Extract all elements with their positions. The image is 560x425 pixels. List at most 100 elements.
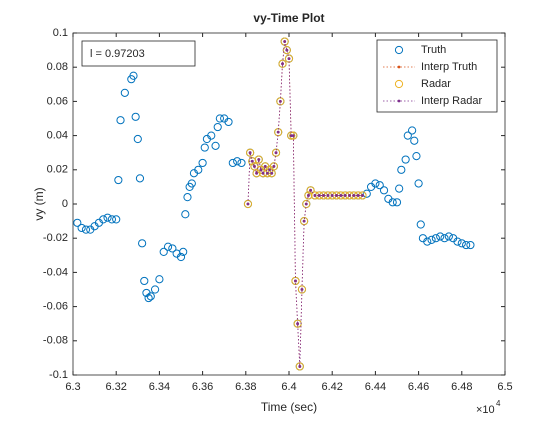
x-axis-label: Time (sec) bbox=[261, 400, 317, 414]
data-point bbox=[246, 148, 255, 157]
data-point bbox=[261, 171, 265, 175]
data-point bbox=[291, 134, 295, 138]
data-point bbox=[131, 112, 140, 121]
y-tick-label: -0.06 bbox=[43, 301, 68, 313]
data-point bbox=[211, 141, 220, 150]
legend-label: Interp Truth bbox=[421, 61, 477, 73]
y-tick-label: -0.08 bbox=[43, 335, 68, 347]
data-point bbox=[361, 194, 364, 197]
y-axis-label: vy (m) bbox=[32, 187, 46, 220]
x-multiplier-base: ×10 bbox=[476, 404, 495, 416]
data-point bbox=[138, 239, 147, 248]
data-point bbox=[412, 152, 421, 161]
data-point bbox=[215, 114, 224, 123]
data-point bbox=[339, 194, 343, 197]
x-tick-label: 6.42 bbox=[321, 381, 342, 393]
y-tick-label: 0.04 bbox=[47, 130, 68, 142]
data-point bbox=[423, 237, 432, 246]
axes-box bbox=[72, 32, 506, 376]
data-point bbox=[116, 116, 125, 125]
data-point bbox=[285, 48, 289, 52]
legend-label: Truth bbox=[421, 44, 446, 56]
data-point bbox=[73, 218, 82, 227]
data-point bbox=[194, 165, 203, 174]
data-point bbox=[317, 194, 321, 197]
data-point bbox=[187, 179, 196, 188]
data-point bbox=[248, 151, 252, 155]
data-point bbox=[289, 134, 293, 138]
data-point bbox=[287, 57, 291, 61]
data-point bbox=[140, 276, 149, 286]
data-point bbox=[181, 210, 190, 219]
data-point bbox=[120, 88, 129, 97]
data-point bbox=[268, 168, 271, 172]
data-point bbox=[375, 181, 384, 190]
data-point bbox=[107, 215, 116, 224]
data-point bbox=[150, 285, 160, 294]
data-point bbox=[114, 175, 123, 185]
data-point bbox=[388, 198, 397, 207]
data-point bbox=[457, 239, 466, 248]
data-point bbox=[414, 179, 423, 188]
data-point bbox=[444, 232, 453, 241]
data-point bbox=[348, 194, 351, 197]
data-point bbox=[466, 240, 475, 250]
data-point bbox=[343, 194, 347, 197]
data-point bbox=[289, 131, 298, 140]
data-point bbox=[207, 131, 216, 140]
x-tick-label: 6.34 bbox=[149, 381, 170, 393]
x-tick-label: 6.5 bbox=[497, 381, 512, 393]
data-point bbox=[254, 155, 263, 164]
data-point bbox=[253, 164, 256, 168]
data-point bbox=[270, 171, 274, 175]
data-point bbox=[103, 213, 112, 222]
data-point bbox=[408, 126, 417, 135]
data-point bbox=[300, 288, 304, 291]
data-point bbox=[77, 223, 86, 233]
data-point bbox=[237, 158, 246, 168]
data-point bbox=[112, 215, 121, 224]
data-point bbox=[278, 100, 282, 103]
data-point bbox=[281, 62, 284, 66]
data-point bbox=[371, 179, 380, 188]
data-point bbox=[298, 365, 302, 368]
data-point bbox=[313, 194, 317, 197]
data-point bbox=[307, 194, 310, 197]
y-tick-label: -0.04 bbox=[43, 266, 68, 278]
data-point bbox=[401, 155, 410, 164]
data-point bbox=[296, 322, 300, 326]
legend-marker bbox=[394, 79, 404, 89]
data-point bbox=[183, 193, 192, 202]
data-point bbox=[395, 184, 404, 193]
data-point bbox=[263, 164, 267, 168]
data-point bbox=[322, 194, 325, 197]
chart-title: vy-Time Plot bbox=[253, 11, 324, 25]
y-tick-label: 0.08 bbox=[47, 61, 68, 73]
data-point bbox=[416, 220, 425, 229]
data-point bbox=[379, 186, 389, 195]
data-point bbox=[462, 240, 471, 250]
data-point bbox=[278, 59, 287, 68]
data-point bbox=[250, 159, 254, 163]
legend-marker bbox=[397, 99, 401, 103]
data-point bbox=[392, 198, 402, 207]
data-point bbox=[146, 292, 155, 301]
data-point bbox=[397, 165, 406, 174]
data-point bbox=[436, 232, 445, 241]
x-tick-label: 6.46 bbox=[408, 381, 429, 393]
data-point bbox=[198, 158, 207, 168]
data-point bbox=[410, 136, 419, 145]
data-point bbox=[276, 130, 280, 134]
data-point bbox=[224, 117, 233, 127]
x-tick-label: 6.4 bbox=[281, 381, 296, 393]
legend-marker bbox=[394, 45, 404, 55]
annotation: l = 0.97203 bbox=[90, 48, 145, 60]
annotation-box bbox=[81, 40, 196, 67]
data-point bbox=[282, 46, 291, 55]
data-point bbox=[129, 71, 138, 80]
data-point bbox=[304, 202, 308, 206]
data-point bbox=[266, 171, 269, 175]
data-point bbox=[246, 202, 250, 206]
data-point bbox=[352, 194, 356, 197]
